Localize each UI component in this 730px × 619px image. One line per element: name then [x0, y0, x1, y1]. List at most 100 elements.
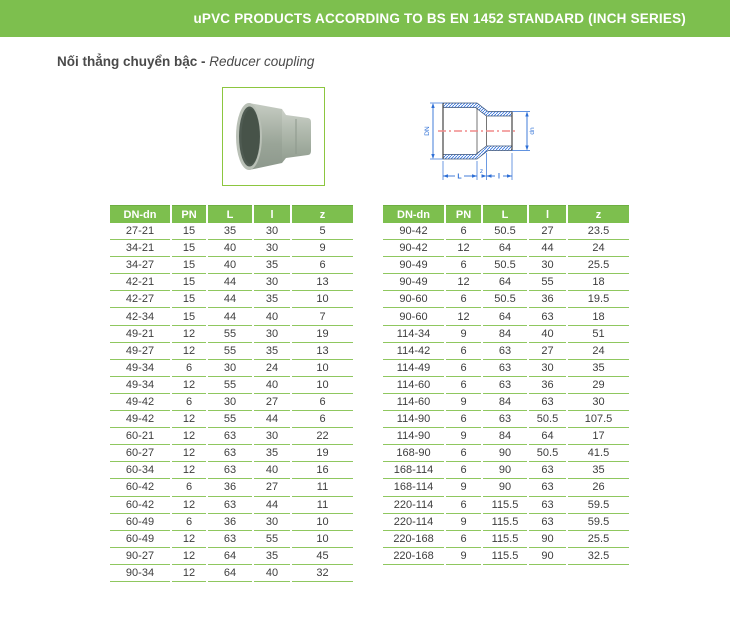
table-cell: 5 — [292, 223, 353, 241]
table-cell: 24 — [254, 359, 290, 377]
label-l: l — [498, 174, 500, 181]
table-cell: 44 — [254, 496, 290, 514]
table-cell: 9 — [446, 393, 481, 412]
column-header: PN — [172, 205, 206, 223]
table-cell: 6 — [172, 393, 206, 412]
table-cell: 32 — [292, 564, 353, 582]
table-row: 60-34 12 63 40 16 — [110, 462, 353, 480]
table-cell: 30 — [254, 513, 290, 531]
table-cell: 12 — [172, 411, 206, 429]
table-cell: 12 — [172, 462, 206, 480]
table-cell: 114-60 — [383, 376, 444, 394]
table-row: 60-49 6 36 30 10 — [110, 513, 353, 531]
table-cell: 17 — [568, 428, 629, 446]
table-cell: 32.5 — [568, 547, 629, 565]
table-cell: 42-21 — [110, 274, 170, 292]
table-row: 220-114 6 115.5 63 59.5 — [383, 496, 629, 514]
table-row: 220-114 9 115.5 63 59.5 — [383, 513, 629, 531]
table-cell: 63 — [529, 393, 566, 412]
table-cell: 18 — [568, 308, 629, 326]
column-header: PN — [446, 205, 481, 223]
table-cell: 6 — [172, 359, 206, 377]
table-cell: 23.5 — [568, 223, 629, 241]
table-cell: 6 — [446, 223, 481, 241]
table-cell: 63 — [483, 376, 527, 394]
table-row: 90-60 6 50.5 36 19.5 — [383, 291, 629, 309]
table-cell: 9 — [446, 547, 481, 565]
table-cell: 60-27 — [110, 445, 170, 463]
table-cell: 115.5 — [483, 496, 527, 514]
table-cell: 18 — [568, 274, 629, 292]
table-cell: 6 — [446, 359, 481, 377]
table-row: 168-90 6 90 50.5 41.5 — [383, 445, 629, 463]
table-cell: 15 — [172, 223, 206, 241]
table-row: 34-27 15 40 35 6 — [110, 257, 353, 275]
table-cell: 6 — [172, 479, 206, 497]
table-cell: 49-27 — [110, 342, 170, 360]
column-header: DN-dn — [383, 205, 444, 223]
table-cell: 63 — [529, 513, 566, 531]
table-cell: 55 — [208, 411, 252, 429]
table-cell: 30 — [254, 274, 290, 292]
column-header: L — [483, 205, 527, 223]
table-cell: 13 — [292, 274, 353, 292]
label-z: z — [480, 168, 483, 175]
arrow-left-icon — [443, 174, 448, 178]
table-cell: 19 — [292, 325, 353, 343]
table-cell: 12 — [172, 530, 206, 548]
table-cell: 6 — [446, 462, 481, 480]
arrow-left-icon — [486, 174, 492, 178]
table-cell: 90-49 — [383, 257, 444, 275]
table-row: 60-42 12 63 44 11 — [110, 496, 353, 514]
arrow-up-icon — [431, 103, 435, 108]
table-cell: 12 — [172, 564, 206, 582]
table-cell: 168-90 — [383, 445, 444, 463]
table-cell: 50.5 — [483, 257, 527, 275]
table-cell: 64 — [208, 564, 252, 582]
table-cell: 60-49 — [110, 530, 170, 548]
table-row: 60-27 12 63 35 19 — [110, 445, 353, 463]
table-cell: 6 — [446, 342, 481, 360]
table-row: 34-21 15 40 30 9 — [110, 240, 353, 258]
table-cell: 36 — [529, 376, 566, 394]
table-cell: 16 — [292, 462, 353, 480]
table-cell: 30 — [568, 393, 629, 412]
table-cell: 25.5 — [568, 257, 629, 275]
table-cell: 60-42 — [110, 479, 170, 497]
table-cell: 59.5 — [568, 496, 629, 514]
table-cell: 90 — [483, 462, 527, 480]
table-cell: 35 — [254, 257, 290, 275]
table-row: 114-42 6 63 27 24 — [383, 342, 629, 360]
table-cell: 51 — [568, 325, 629, 343]
table-cell: 12 — [446, 274, 481, 292]
table-cell: 55 — [208, 325, 252, 343]
table-cell: 15 — [172, 308, 206, 326]
column-header: L — [208, 205, 252, 223]
table-cell: 30 — [529, 257, 566, 275]
table-cell: 6 — [446, 496, 481, 514]
table-cell: 6 — [292, 257, 353, 275]
reducer-coupling-diagram: DN dn L z l — [424, 102, 536, 181]
table-cell: 10 — [292, 513, 353, 531]
table-cell: 168-114 — [383, 479, 444, 497]
table-cell: 50.5 — [483, 223, 527, 241]
table-cell: 27 — [254, 393, 290, 412]
table-cell: 35 — [254, 445, 290, 463]
table-cell: 63 — [208, 445, 252, 463]
table-cell: 114-90 — [383, 428, 444, 446]
table-cell: 115.5 — [483, 530, 527, 548]
table-cell: 63 — [529, 496, 566, 514]
table-cell: 45 — [292, 547, 353, 565]
table-cell: 40 — [208, 240, 252, 258]
table-cell: 34-21 — [110, 240, 170, 258]
column-header: l — [529, 205, 566, 223]
table-cell: 220-168 — [383, 547, 444, 565]
table-cell: 40 — [254, 308, 290, 326]
page-header-banner: uPVC PRODUCTS ACCORDING TO BS EN 1452 ST… — [0, 0, 730, 37]
table-cell: 64 — [483, 240, 527, 258]
table-cell: 115.5 — [483, 547, 527, 565]
